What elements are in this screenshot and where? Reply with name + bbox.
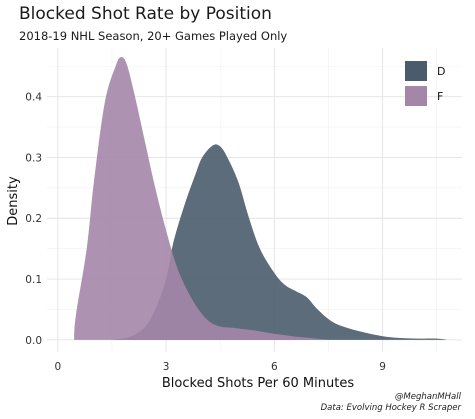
density-area-D <box>111 144 448 340</box>
y-axis-label: Density <box>6 176 21 226</box>
x-tick-label: 0 <box>54 361 61 373</box>
legend-label-F: F <box>437 90 443 103</box>
y-tick-label: 0.1 <box>25 274 42 286</box>
x-axis-ticks: 0 3 6 9 <box>54 361 385 373</box>
legend-swatch-F <box>405 86 427 106</box>
caption-source: Data: Evolving Hockey R Scraper <box>320 403 461 413</box>
y-axis-ticks: 0.0 0.1 0.2 0.3 0.4 <box>25 92 42 347</box>
legend-swatch-D <box>405 61 427 81</box>
y-tick-label: 0.3 <box>25 152 42 164</box>
chart-subtitle: 2018-19 NHL Season, 20+ Games Played Onl… <box>19 29 288 43</box>
legend: DF <box>405 61 445 106</box>
chart-title: Blocked Shot Rate by Position <box>19 4 272 24</box>
density-area-F <box>74 57 329 340</box>
density-areas <box>74 57 448 340</box>
y-tick-label: 0.2 <box>25 213 42 225</box>
x-tick-label: 9 <box>379 361 386 373</box>
x-tick-label: 6 <box>271 361 278 373</box>
y-tick-label: 0.0 <box>25 335 42 347</box>
x-axis-label: Blocked Shots Per 60 Minutes <box>162 376 354 391</box>
legend-label-D: D <box>437 65 445 78</box>
caption-author: @MeghanMHall <box>394 392 461 402</box>
x-tick-label: 3 <box>163 361 170 373</box>
y-tick-label: 0.4 <box>25 92 42 104</box>
